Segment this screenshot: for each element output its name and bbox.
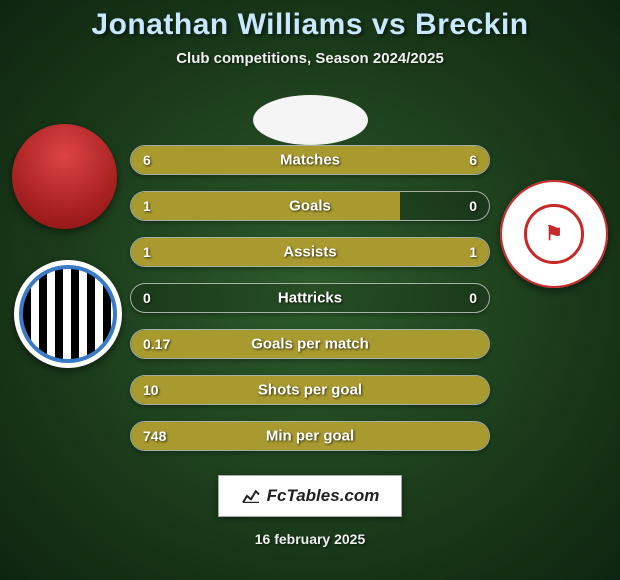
subtitle: Club competitions, Season 2024/2025: [176, 50, 444, 67]
stat-value-right: 6: [469, 152, 477, 168]
stat-value-left: 6: [143, 152, 151, 168]
stat-fill-right: [310, 238, 489, 266]
club-left-badge: [14, 260, 122, 368]
player-left-photo: [12, 124, 117, 229]
stat-label: Goals: [289, 198, 331, 215]
page-title: Jonathan Williams vs Breckin: [91, 8, 528, 42]
stat-value-right: 1: [469, 244, 477, 260]
stat-value-right: 0: [469, 198, 477, 214]
watermark: FcTables.com: [218, 475, 403, 517]
stat-row: 1 Goals 0: [130, 191, 490, 221]
stat-row: 6 Matches 6: [130, 145, 490, 175]
stats-container: 6Matches61Goals01Assists10Hattricks00.17…: [130, 145, 490, 451]
stat-value-left: 0: [143, 290, 151, 306]
stat-row: 0 Hattricks 0: [130, 283, 490, 313]
stat-value-right: 0: [469, 290, 477, 306]
stat-row: 1 Assists 1: [130, 237, 490, 267]
stat-fill-left: [131, 192, 400, 220]
stat-row: 10 Shots per goal: [130, 375, 490, 405]
stat-label: Matches: [280, 152, 340, 169]
date-text: 16 february 2025: [255, 531, 366, 547]
stat-label: Assists: [283, 244, 336, 261]
stat-label: Hattricks: [278, 290, 342, 307]
watermark-icon: [241, 488, 261, 504]
stat-label: Goals per match: [251, 336, 369, 353]
watermark-text: FcTables.com: [267, 486, 380, 506]
stat-value-left: 748: [143, 428, 166, 444]
stat-label: Shots per goal: [258, 382, 362, 399]
club-left-crest: [19, 265, 116, 362]
stat-row: 0.17 Goals per match: [130, 329, 490, 359]
stat-value-left: 1: [143, 244, 151, 260]
club-right-ring: [500, 180, 608, 288]
stat-value-left: 10: [143, 382, 159, 398]
stat-label: Min per goal: [266, 428, 354, 445]
club-right-badge: ⚑: [500, 180, 608, 288]
stat-row: 748 Min per goal: [130, 421, 490, 451]
stat-value-left: 1: [143, 198, 151, 214]
player-right-photo: [253, 95, 368, 145]
stat-value-left: 0.17: [143, 336, 170, 352]
